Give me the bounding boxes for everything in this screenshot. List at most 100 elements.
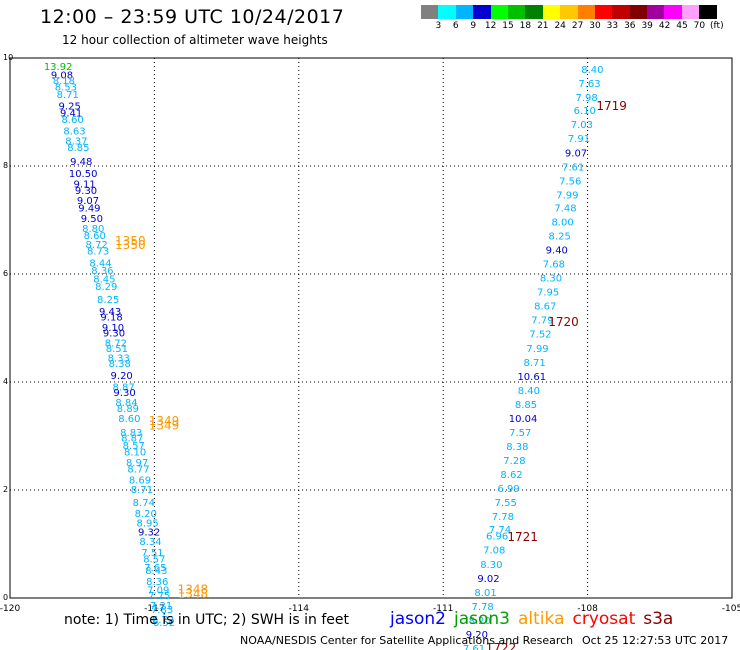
swh-point: 8.10: [124, 447, 146, 458]
swh-point: 6.99: [498, 484, 520, 495]
footer-note: note: 1) Time is in UTC; 2) SWH is in fe…: [64, 612, 350, 628]
swh-point: 9.40: [546, 245, 568, 256]
legend-s3a: s3a: [643, 609, 674, 629]
swh-point: 8.80: [82, 224, 104, 235]
time-label: 1348: [178, 583, 209, 597]
swh-point: 8.40: [581, 65, 603, 76]
swh-point: 8.71: [57, 90, 79, 101]
swh-point: 8.72: [105, 338, 127, 349]
scale-label: 27: [571, 21, 584, 31]
page-subtitle: 12 hour collection of altimeter wave hei…: [62, 33, 328, 47]
swh-point: 7.55: [495, 498, 517, 509]
swh-point: 9.30: [75, 186, 97, 197]
swh-point: 8.18: [53, 76, 75, 87]
swh-point: 8.30: [540, 274, 562, 285]
swh-point: 8.72: [86, 240, 108, 251]
y-tick-label: 6: [3, 269, 8, 278]
swh-point: 8.97: [126, 458, 148, 469]
swh-point: 7.79: [531, 316, 553, 327]
swh-point: 8.00: [551, 217, 573, 228]
swh-point: 9.30: [103, 329, 125, 340]
swh-point: 8.33: [108, 353, 130, 364]
swh-point: 8.85: [67, 143, 89, 154]
swh-point: 8.77: [127, 465, 149, 476]
swh-point: 8.20: [469, 616, 491, 627]
swh-point: 7.08: [483, 546, 505, 557]
x-tick-label: -111: [433, 604, 453, 614]
swh-point: 8.71: [524, 358, 546, 369]
y-tick-label: 2: [3, 485, 8, 494]
swh-point: 8.25: [549, 231, 571, 242]
scale-swatch: [577, 5, 595, 19]
swh-point: 6.72: [152, 615, 174, 626]
scale-label: 3: [435, 21, 442, 31]
swh-point: 8.43: [145, 566, 167, 577]
swh-point: 8.36: [91, 266, 113, 277]
scale-swatch: [438, 5, 456, 19]
swh-point: 9.11: [73, 180, 95, 191]
swh-point: 7.98: [576, 93, 598, 104]
time-label: 1349: [149, 414, 180, 428]
wave-height-color-scale: 3 6 9 12 15 18 21 24 27 30 33 36 39 42 45 70 (ft): [421, 5, 724, 31]
swh-point: 10.04: [509, 414, 538, 425]
time-label: 1720: [548, 315, 579, 329]
swh-point: 7.99: [526, 344, 548, 355]
swh-point: 9.32: [138, 527, 160, 538]
swh-point: 9.02: [477, 574, 499, 585]
scale-label: 36: [624, 21, 636, 31]
scale-swatch: [699, 5, 717, 19]
time-label: 1721: [507, 530, 538, 544]
scale-swatch: [490, 5, 508, 19]
swh-point: 6.96: [486, 532, 508, 543]
swh-point: 8.60: [61, 115, 83, 126]
time-label: 1350: [115, 234, 146, 248]
credit-line: NOAA/NESDIS Center for Satellite Applica…: [240, 634, 574, 647]
swh-point: 8.36: [146, 577, 168, 588]
scale-label: 70: [693, 21, 706, 31]
x-tick-label: -114: [289, 604, 310, 614]
swh-point: 7.56: [559, 176, 581, 187]
scale-swatch: [525, 5, 543, 19]
swh-point: 7.21: [150, 601, 172, 612]
scale-swatch: [664, 5, 682, 19]
swh-point: 8.51: [106, 344, 128, 355]
scale-label: 30: [589, 21, 601, 31]
swh-point: 6.52: [153, 618, 175, 629]
scale-swatch: [542, 5, 561, 19]
swh-point: 8.85: [515, 400, 537, 411]
swh-point: 8.38: [506, 442, 528, 453]
swh-point: 7.99: [556, 190, 578, 201]
swh-point: 10.50: [69, 169, 98, 180]
swh-point: 8.87: [121, 433, 143, 444]
scale-swatch: [647, 5, 665, 19]
swh-point: 8.63: [63, 127, 85, 138]
scale-swatch: [507, 5, 526, 19]
scale-swatch: [612, 5, 630, 19]
scale-label: 12: [484, 21, 497, 31]
scale-label: 45: [676, 21, 688, 31]
swh-point: 8.84: [115, 398, 137, 409]
legend-jason3: jason3: [454, 609, 510, 629]
swh-point: 7.61: [463, 644, 485, 650]
swh-point: 6.10: [574, 106, 596, 117]
swh-point: 8.57: [143, 554, 165, 565]
swh-point: 7.63: [578, 79, 600, 90]
swh-point: 9.50: [81, 214, 103, 225]
swh-point: 7.51: [141, 548, 163, 559]
scale-label: 33: [606, 21, 619, 31]
swh-point: 7.28: [503, 456, 525, 467]
legend-jason2: jason2: [390, 609, 446, 629]
swh-point: 8.71: [131, 485, 153, 496]
swh-point: 8.45: [93, 275, 115, 286]
legend-altika: altika: [518, 609, 565, 629]
scale-label: 18: [519, 21, 532, 31]
y-tick-label: 8: [3, 161, 8, 170]
swh-point: 8.25: [97, 295, 119, 306]
x-tick-label: -120: [0, 604, 20, 614]
swh-point: 8.29: [95, 282, 117, 293]
swh-point: 13.92: [44, 62, 73, 73]
y-tick-label: 4: [3, 377, 8, 386]
swh-point: 8.69: [129, 476, 151, 487]
time-label: 1349: [149, 419, 180, 433]
scale-swatch: [594, 5, 613, 19]
